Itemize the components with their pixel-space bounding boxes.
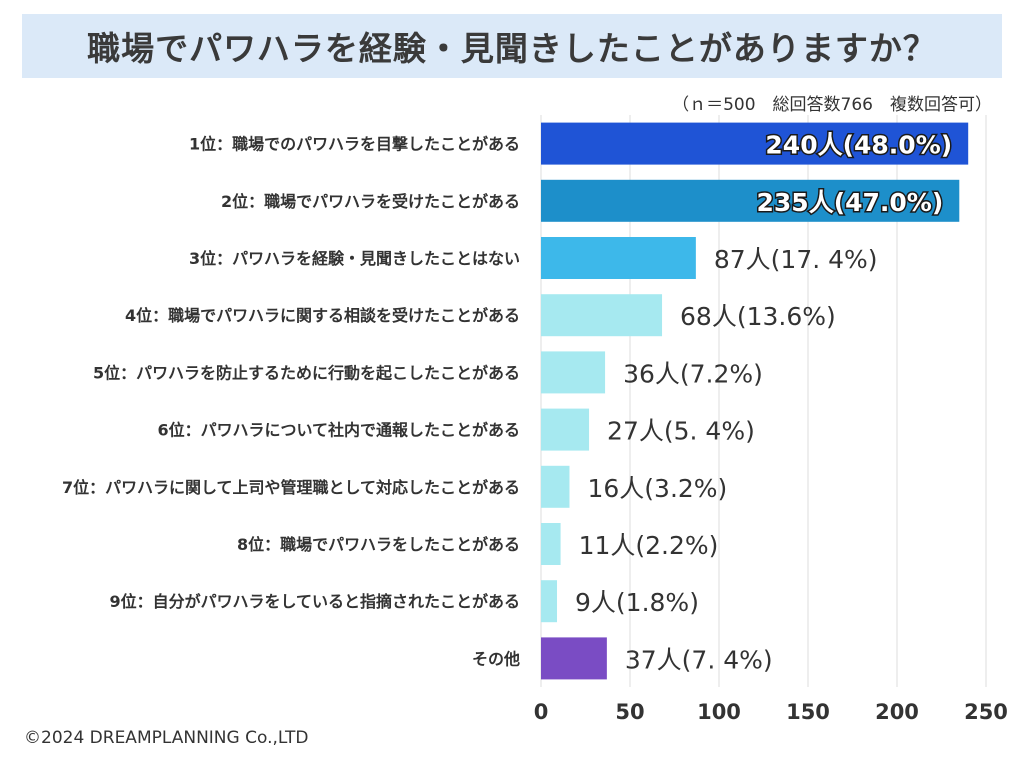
category-label: 5位：パワハラを防止するために行動を起こしたことがある — [93, 363, 520, 382]
category-label: 7位：パワハラに関して上司や管理職として対応したことがある — [62, 478, 520, 497]
category-label: 6位：パワハラについて社内で通報したことがある — [158, 421, 521, 440]
bar — [541, 237, 696, 279]
bar — [541, 580, 558, 623]
bar — [541, 351, 606, 394]
x-tick-label: 150 — [786, 700, 830, 724]
value-label: 16人(3.2%) — [587, 474, 727, 503]
bar — [541, 408, 590, 451]
bar — [541, 294, 663, 337]
value-label: 37人(7. 4%) — [625, 645, 773, 674]
copyright: ©2024 DREAMPLANNING Co.,LTD — [24, 728, 309, 748]
category-label: 8位：職場でパワハラをしたことがある — [237, 535, 520, 554]
category-label: 1位：職場でのパワハラを目撃したことがある — [189, 135, 520, 154]
category-label: 3位：パワハラを経験・見聞きしたことはない — [189, 249, 520, 268]
value-label: 87人(17. 4%) — [714, 245, 878, 274]
category-label: その他 — [472, 649, 520, 668]
bar — [541, 465, 570, 508]
value-label: 240人(48.0%) — [765, 131, 952, 160]
chart-title: 職場でパワハラを経験・見聞きしたことがありますか？ — [87, 29, 937, 68]
value-label: 11人(2.2%) — [579, 531, 719, 560]
sample-note: （ｎ＝500 総回答数766 複数回答可） — [672, 95, 992, 115]
bar — [541, 179, 960, 222]
x-tick-label: 200 — [875, 700, 919, 724]
x-tick-label: 50 — [615, 700, 644, 724]
category-label: 9位：自分がパワハラをしていると指摘されたことがある — [110, 592, 521, 611]
value-label: 235人(47.0%) — [757, 188, 944, 217]
x-tick-label: 250 — [964, 700, 1008, 724]
category-label: 2位：職場でパワハラを受けたことがある — [221, 192, 520, 211]
title-bar: 職場でパワハラを経験・見聞きしたことがありますか？ — [22, 14, 1002, 78]
x-tick-label: 0 — [534, 700, 549, 724]
bar — [541, 122, 969, 165]
category-label: 4位：職場でパワハラに関する相談を受けたことがある — [125, 306, 520, 325]
value-label: 36人(7.2%) — [623, 359, 763, 388]
value-label: 68人(13.6%) — [680, 302, 836, 331]
x-tick-label: 100 — [697, 700, 741, 724]
value-label: 9人(1.8%) — [575, 588, 699, 617]
bar — [541, 523, 561, 565]
value-label: 27人(5. 4%) — [607, 417, 755, 446]
bar — [541, 637, 607, 680]
